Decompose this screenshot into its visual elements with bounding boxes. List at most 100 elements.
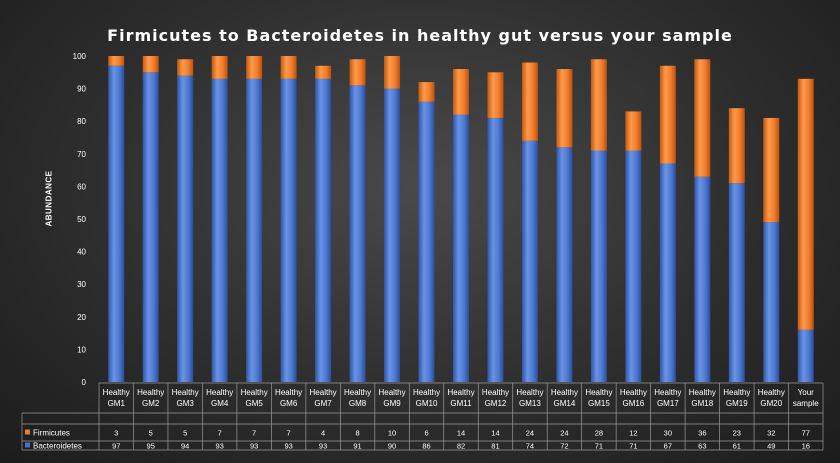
data-label-bacteroidetes: 97 (112, 442, 120, 451)
data-label-bacteroidetes: 95 (147, 442, 155, 451)
x-tick-label: Healthy (654, 388, 681, 397)
bar-bacteroidetes (590, 150, 607, 382)
x-tick-label: GM13 (519, 399, 541, 408)
x-tick-label: Healthy (689, 388, 716, 397)
x-tick-label: GM4 (211, 399, 229, 408)
bar-bacteroidetes (315, 78, 332, 382)
x-tick-label: GM20 (760, 399, 782, 408)
data-label-firmicutes: 23 (733, 429, 741, 438)
y-tick-label: 90 (77, 85, 86, 94)
data-label-firmicutes: 6 (424, 429, 428, 438)
bar-bacteroidetes (384, 88, 401, 382)
bar-firmicutes (521, 62, 538, 141)
data-label-firmicutes: 4 (321, 429, 325, 438)
x-tick-label: GM1 (108, 399, 126, 408)
bar-bacteroidetes (625, 150, 642, 382)
bar-firmicutes (453, 69, 469, 115)
data-label-firmicutes: 36 (698, 429, 706, 438)
x-tick-label: GM14 (554, 399, 576, 408)
data-label-firmicutes: 12 (629, 429, 637, 438)
x-tick-label: Healthy (516, 388, 543, 397)
x-tick-label: GM10 (416, 399, 438, 408)
bar-firmicutes (763, 117, 780, 223)
x-tick-label: Healthy (758, 388, 785, 397)
data-label-bacteroidetes: 86 (422, 442, 430, 451)
x-tick-label: Healthy (378, 388, 405, 397)
data-label-firmicutes: 5 (183, 429, 187, 438)
bar-bacteroidetes (418, 101, 435, 382)
y-tick-label: 50 (77, 215, 86, 224)
x-tick-label: GM12 (485, 399, 507, 408)
bar-firmicutes (211, 56, 228, 79)
bar-bacteroidetes (797, 329, 814, 382)
bar-bacteroidetes (142, 72, 159, 383)
legend-label-firmicutes: Firmicutes (33, 429, 70, 438)
bar-firmicutes (246, 56, 263, 79)
data-label-firmicutes: 28 (595, 429, 603, 438)
x-tick-label: Healthy (344, 388, 371, 397)
bar-firmicutes (349, 59, 366, 86)
bar-bacteroidetes (108, 65, 125, 382)
x-tick-label: Healthy (620, 388, 647, 397)
data-label-firmicutes: 7 (218, 429, 222, 438)
y-tick-label: 60 (77, 182, 86, 191)
data-label-firmicutes: 7 (252, 429, 256, 438)
bar-firmicutes (177, 59, 194, 76)
data-label-bacteroidetes: 71 (595, 442, 603, 451)
x-tick-label: GM11 (450, 399, 472, 408)
bar-firmicutes (625, 111, 642, 151)
bars-layer (108, 56, 814, 383)
x-tick-label: GM6 (280, 399, 298, 408)
x-tick-label: Healthy (585, 388, 612, 397)
data-label-firmicutes: 5 (149, 429, 153, 438)
data-label-bacteroidetes: 71 (629, 442, 637, 451)
bar-bacteroidetes (349, 85, 366, 382)
bar-firmicutes (418, 82, 435, 102)
data-label-bacteroidetes: 94 (181, 442, 189, 451)
bar-bacteroidetes (556, 147, 573, 382)
bar-firmicutes (280, 56, 297, 79)
data-label-bacteroidetes: 74 (526, 442, 534, 451)
x-tick-label: GM15 (588, 399, 610, 408)
x-tick-label: GM8 (349, 399, 367, 408)
data-label-firmicutes: 7 (287, 429, 291, 438)
x-tick-label: Healthy (447, 388, 474, 397)
bar-bacteroidetes (280, 78, 297, 382)
data-label-firmicutes: 24 (526, 429, 534, 438)
data-label-bacteroidetes: 93 (284, 442, 292, 451)
data-label-bacteroidetes: 93 (250, 442, 258, 451)
x-tick-label: Your (798, 388, 815, 397)
x-tick-label: GM19 (726, 399, 748, 408)
bar-firmicutes (797, 78, 814, 330)
x-tick-label: Healthy (275, 388, 302, 397)
data-label-bacteroidetes: 90 (388, 442, 396, 451)
x-tick-label: GM9 (383, 399, 401, 408)
bar-bacteroidetes (246, 78, 263, 382)
data-label-firmicutes: 77 (802, 429, 810, 438)
legend-key-firmicutes (25, 429, 30, 435)
bar-firmicutes (487, 72, 504, 118)
x-tick-label: Healthy (723, 388, 750, 397)
bar-bacteroidetes (211, 78, 228, 382)
bar-bacteroidetes (659, 163, 676, 382)
legend-label-bacteroidetes: Bacteroidetes (33, 442, 82, 451)
x-tick-label: GM16 (622, 399, 644, 408)
legend-key-bacteroidetes (25, 442, 30, 448)
y-tick-label: 20 (77, 313, 86, 322)
x-tick-label: Healthy (241, 388, 268, 397)
bar-firmicutes (108, 56, 125, 66)
bar-firmicutes (384, 56, 401, 89)
data-label-firmicutes: 32 (767, 429, 775, 438)
data-label-firmicutes: 14 (491, 429, 499, 438)
bar-firmicutes (659, 65, 676, 164)
data-label-firmicutes: 24 (560, 429, 568, 438)
bar-bacteroidetes (487, 117, 504, 382)
bar-firmicutes (694, 59, 711, 177)
x-tick-label: GM18 (691, 399, 713, 408)
y-tick-label: 30 (77, 280, 86, 289)
x-tick-label: Healthy (551, 388, 578, 397)
y-tick-label: 100 (73, 52, 87, 61)
data-label-firmicutes: 8 (355, 429, 359, 438)
x-tick-label: Healthy (482, 388, 509, 397)
